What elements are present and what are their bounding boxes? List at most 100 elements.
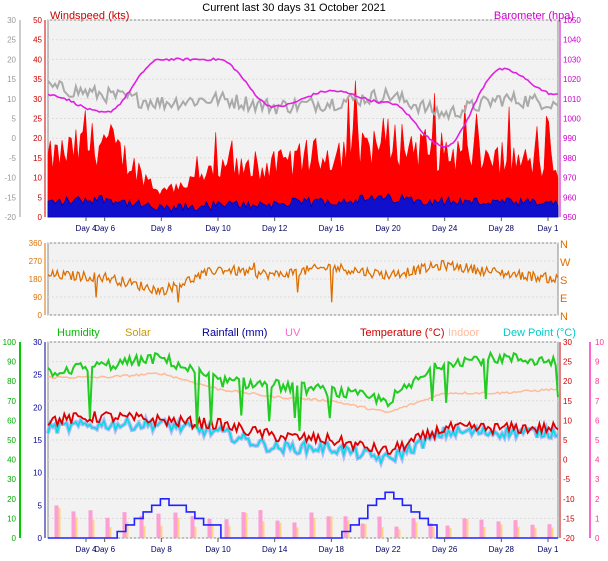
rainfall-series — [48, 491, 558, 539]
uv-bar — [71, 511, 76, 538]
humidity-tick: 30 — [7, 475, 16, 484]
solar-bar — [228, 525, 231, 538]
uv-tick: 6 — [595, 416, 600, 425]
solar-bar — [415, 522, 418, 538]
left-red-tick: 0 — [38, 213, 43, 222]
temperature-tick: 30 — [563, 338, 572, 347]
x-tick-label: Day 12 — [262, 224, 288, 233]
left-red-tick: 10 — [33, 174, 42, 183]
humidity-tick: 100 — [3, 338, 17, 347]
direction-tick: 270 — [29, 257, 43, 266]
right-tick: 950 — [563, 213, 577, 222]
panel3-series — [46, 350, 559, 539]
humidity-tick: 60 — [7, 416, 16, 425]
temperature-tick: 15 — [563, 397, 572, 406]
left-red-tick: 15 — [33, 154, 42, 163]
left-red-tick: 50 — [33, 16, 42, 25]
legend-item: Humidity — [57, 327, 100, 339]
humidity-tick: 10 — [7, 514, 16, 523]
uv-bar — [139, 515, 144, 538]
uv-bar — [343, 516, 348, 538]
panel3-temperature-axis: 30 25 20 15 10 5 0 -5 -10 -15 -20 — [563, 338, 575, 543]
solar-bar — [330, 516, 333, 538]
legend-item: Temperature (°C) — [360, 327, 444, 339]
uv-bar — [122, 512, 127, 538]
uv-tick: 4 — [595, 456, 600, 465]
right-tick: 1000 — [563, 115, 581, 124]
right-tick: 960 — [563, 193, 577, 202]
solar-bar — [194, 526, 197, 538]
humidity-tick: 80 — [7, 377, 16, 386]
uv-bar — [292, 522, 297, 538]
solar-bar — [75, 517, 78, 538]
uv-bar — [462, 518, 467, 538]
panel1-right-axis: 1050 1040 1030 1020 1010 1000 990 980 970 960 950 — [563, 16, 581, 222]
x-tick-label: Day 16 — [319, 224, 345, 233]
solar-bar — [279, 522, 282, 538]
humidity-tick: 50 — [7, 436, 16, 445]
right-tick: 980 — [563, 154, 577, 163]
barometer-series — [47, 57, 558, 149]
uv-bar — [428, 523, 433, 538]
solar-bar — [143, 526, 146, 538]
humidity-tick: 70 — [7, 397, 16, 406]
left-red-tick: 40 — [33, 55, 42, 64]
rain-tick: 30 — [33, 338, 42, 347]
direction-tick: 0 — [38, 311, 43, 320]
uv-bar — [105, 517, 110, 538]
uv-bar — [479, 519, 484, 538]
x-tick-label: Day 28 — [489, 545, 515, 554]
direction-tick: 360 — [29, 239, 43, 248]
humidity-tick: 20 — [7, 495, 16, 504]
panel1-left-axis-gray: 30 25 20 15 10 5 0 -5 -10 -15 -20 — [4, 16, 16, 222]
temperature-tick: -5 — [563, 475, 571, 484]
temperature-tick: 10 — [563, 416, 572, 425]
compass-label: N — [560, 311, 568, 323]
uv-tick: 1 — [595, 514, 600, 523]
uv-tick: 9 — [595, 358, 600, 367]
left-gray-tick: 25 — [7, 36, 16, 45]
uv-bar — [309, 512, 314, 538]
solar-bar — [160, 525, 163, 538]
left-red-tick: 35 — [33, 75, 42, 84]
left-gray-tick: 20 — [7, 55, 16, 64]
temperature-tick: -15 — [563, 514, 575, 523]
right-tick: 1040 — [563, 36, 581, 45]
left-gray-tick: 30 — [7, 16, 16, 25]
direction-tick: 180 — [29, 275, 43, 284]
humidity-tick: 40 — [7, 456, 16, 465]
left-gray-tick: 5 — [12, 115, 17, 124]
temperature-tick: 5 — [563, 436, 568, 445]
left-red-tick: 25 — [33, 115, 42, 124]
uv-tick: 3 — [595, 475, 600, 484]
x-tick-label: Day 20 — [375, 224, 401, 233]
right-tick: 970 — [563, 174, 577, 183]
uv-bar — [275, 520, 280, 538]
solar-bar — [364, 524, 367, 538]
x-tick-label: Day 28 — [489, 224, 515, 233]
rain-tick: 10 — [33, 469, 42, 478]
right-tick: 1030 — [563, 55, 581, 64]
chart-title: Current last 30 days 31 October 2021 — [202, 2, 385, 14]
left-gray-tick: -5 — [9, 154, 17, 163]
left-gray-tick: 0 — [12, 134, 17, 143]
temperature-series — [47, 410, 559, 457]
compass-label: N — [560, 239, 568, 251]
x-tick-label: Day 18 — [319, 545, 345, 554]
solar-bar — [449, 528, 452, 538]
solar-bar — [109, 527, 112, 538]
humidity-series — [47, 350, 559, 432]
x-tick-label: Day 8 — [151, 224, 172, 233]
uv-bar — [360, 523, 365, 538]
uv-tick: 10 — [595, 338, 604, 347]
x-tick-label: Day 1 — [538, 224, 559, 233]
temperature-tick: 0 — [563, 456, 568, 465]
uv-tick: 0 — [595, 534, 600, 543]
x-tick-label: Day 4 — [76, 224, 97, 233]
right-tick: 1050 — [563, 16, 581, 25]
uv-bar — [496, 521, 501, 538]
solar-bar — [517, 526, 520, 538]
uv-bar — [326, 516, 331, 538]
